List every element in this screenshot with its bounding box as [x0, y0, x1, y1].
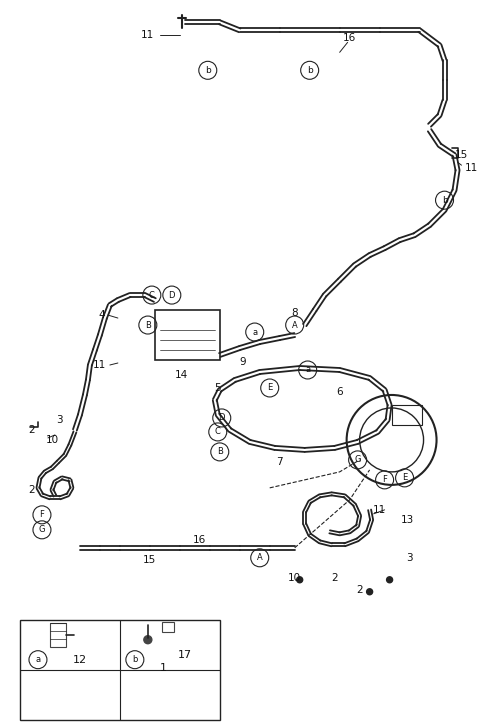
Text: b: b: [132, 655, 138, 664]
Text: 17: 17: [178, 650, 192, 660]
Text: A: A: [257, 553, 263, 563]
Text: 15: 15: [455, 150, 468, 160]
Bar: [155, 310, 220, 360]
Text: 8: 8: [291, 308, 298, 318]
Circle shape: [386, 577, 393, 583]
Text: 10: 10: [288, 573, 301, 583]
Circle shape: [297, 577, 303, 583]
Text: F: F: [39, 510, 44, 519]
Text: 2: 2: [331, 573, 338, 583]
Circle shape: [367, 589, 372, 594]
Text: a: a: [305, 365, 310, 375]
Text: 2: 2: [29, 425, 35, 435]
Bar: [50, 623, 66, 647]
Text: 11: 11: [93, 360, 107, 370]
Text: 15: 15: [143, 555, 156, 565]
Text: b: b: [205, 66, 211, 75]
Text: F: F: [382, 476, 387, 484]
Text: 3: 3: [57, 415, 63, 425]
Text: B: B: [145, 320, 151, 330]
Text: 16: 16: [343, 33, 356, 44]
Text: E: E: [267, 384, 272, 392]
Text: 1: 1: [159, 663, 167, 673]
Bar: [20, 620, 220, 720]
Text: C: C: [149, 291, 155, 299]
Text: b: b: [307, 66, 312, 75]
Text: 2: 2: [356, 585, 363, 594]
Text: 5: 5: [215, 383, 221, 393]
Text: 9: 9: [240, 357, 246, 367]
Text: 16: 16: [193, 535, 206, 544]
Text: D: D: [168, 291, 175, 299]
Text: 10: 10: [46, 435, 59, 445]
Bar: [162, 622, 174, 631]
Text: a: a: [252, 328, 257, 336]
Text: D: D: [218, 413, 225, 423]
Text: b: b: [442, 196, 447, 204]
Text: E: E: [402, 473, 407, 482]
Text: 7: 7: [276, 457, 283, 467]
Text: B: B: [217, 447, 223, 457]
Circle shape: [144, 636, 152, 644]
Text: C: C: [215, 428, 221, 436]
Text: 14: 14: [175, 370, 188, 380]
Text: 3: 3: [406, 552, 413, 563]
Text: G: G: [39, 526, 45, 534]
Text: 11: 11: [373, 505, 386, 515]
Text: 11: 11: [465, 163, 478, 173]
Text: 11: 11: [141, 30, 155, 41]
Text: 13: 13: [401, 515, 414, 525]
Text: 12: 12: [73, 655, 87, 665]
Text: 4: 4: [98, 310, 105, 320]
Bar: [392, 405, 421, 425]
Text: A: A: [292, 320, 298, 330]
Text: 6: 6: [336, 387, 343, 397]
Text: 2: 2: [29, 485, 35, 495]
Text: a: a: [36, 655, 40, 664]
Text: G: G: [354, 455, 361, 465]
